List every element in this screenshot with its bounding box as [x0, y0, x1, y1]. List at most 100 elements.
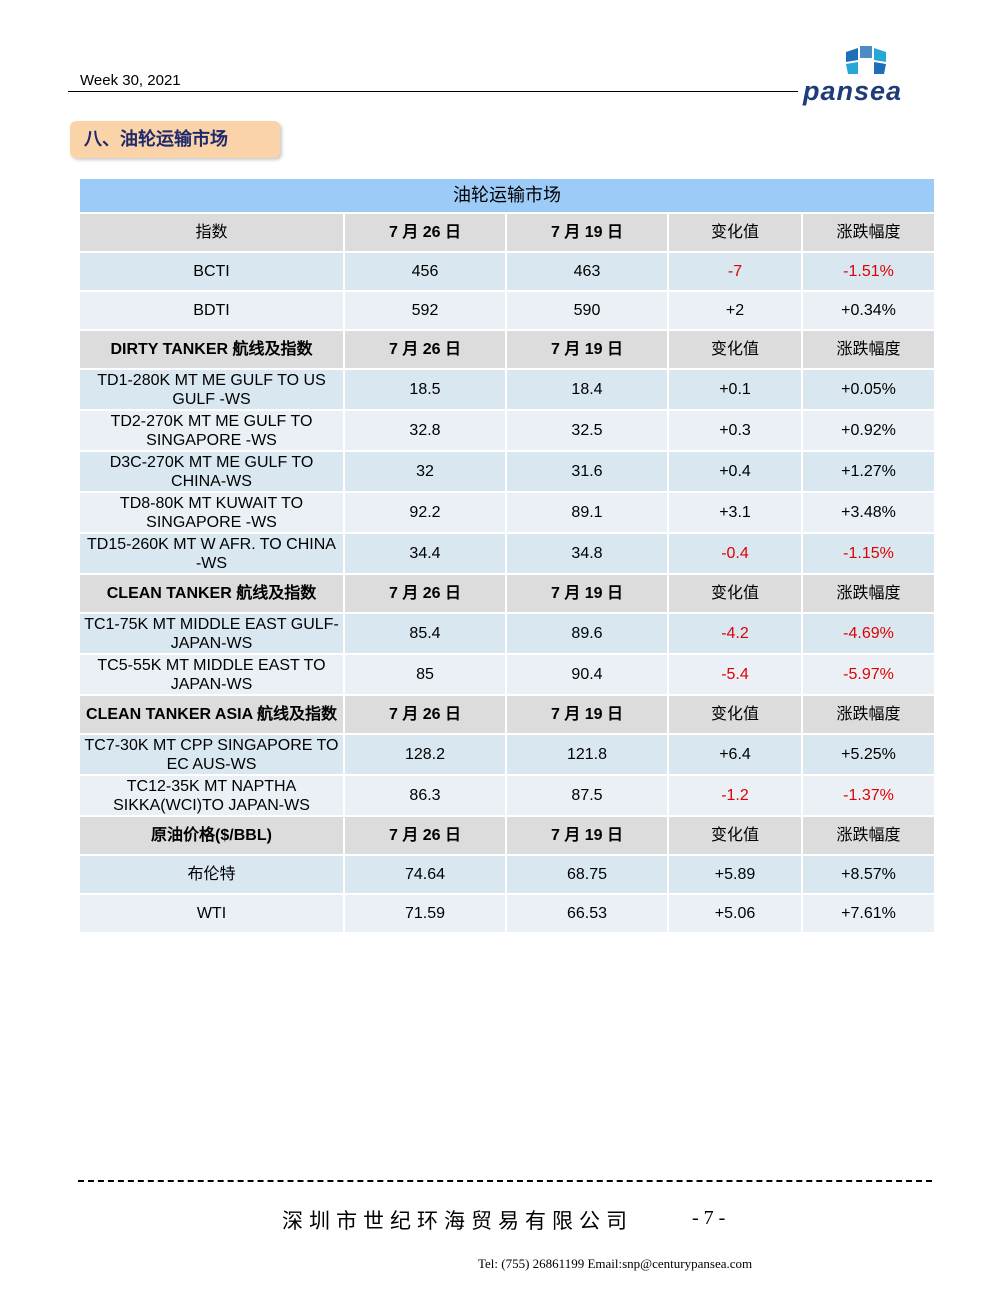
cell: WTI — [78, 893, 345, 934]
title-row: 油轮运输市场 — [77, 177, 937, 214]
cell: +5.25% — [800, 733, 937, 776]
header-cell: 7 月 19 日 — [505, 212, 669, 253]
cell: +3.48% — [800, 491, 937, 534]
cell: 34.8 — [505, 532, 669, 575]
header-cell: 7 月 26 日 — [343, 329, 507, 370]
cell: +5.06 — [667, 893, 803, 934]
cell: +0.3 — [667, 409, 803, 452]
cell: 18.5 — [343, 368, 507, 411]
header-cell: CLEAN TANKER 航线及指数 — [78, 573, 345, 614]
cell: 90.4 — [505, 653, 669, 696]
cell: 86.3 — [343, 774, 507, 817]
data-row: 布伦特 74.64 68.75 +5.89 +8.57% — [78, 854, 937, 895]
cell: +0.05% — [800, 368, 937, 411]
cell: +3.1 — [667, 491, 803, 534]
cell: 85.4 — [343, 612, 507, 655]
logo-icon — [846, 46, 886, 74]
header-cell: 变化值 — [667, 573, 803, 614]
cell: 68.75 — [505, 854, 669, 895]
header-cell: 涨跌幅度 — [800, 815, 937, 856]
header-cell: 变化值 — [667, 694, 803, 735]
data-row: WTI 71.59 66.53 +5.06 +7.61% — [78, 893, 937, 934]
cell: +7.61% — [800, 893, 937, 934]
header-cell: 7 月 26 日 — [343, 815, 507, 856]
cell: 布伦特 — [78, 854, 345, 895]
cell: 89.1 — [505, 491, 669, 534]
cell: 121.8 — [505, 733, 669, 776]
cell: 34.4 — [343, 532, 507, 575]
cell: -0.4 — [667, 532, 803, 575]
header-cell: 7 月 19 日 — [505, 815, 669, 856]
cell: TC5-55K MT MIDDLE EAST TO JAPAN-WS — [78, 653, 345, 696]
cell: TC7-30K MT CPP SINGAPORE TO EC AUS-WS — [78, 733, 345, 776]
cell: 592 — [343, 290, 507, 331]
header-cell: 涨跌幅度 — [800, 329, 937, 370]
header-cell: 7 月 26 日 — [343, 573, 507, 614]
cell: 32.5 — [505, 409, 669, 452]
header-cell: 涨跌幅度 — [800, 694, 937, 735]
header-cell: 原油价格($/BBL) — [78, 815, 345, 856]
cell: TD1-280K MT ME GULF TO US GULF -WS — [78, 368, 345, 411]
cell: TD2-270K MT ME GULF TO SINGAPORE -WS — [78, 409, 345, 452]
header-cell: 7 月 19 日 — [505, 329, 669, 370]
cell: -5.97% — [800, 653, 937, 696]
cell: -1.2 — [667, 774, 803, 817]
data-row: TC12-35K MT NAPTHA SIKKA(WCI)TO JAPAN-WS… — [78, 774, 937, 817]
cell: 463 — [505, 251, 669, 292]
data-row: BDTI 592 590 +2 +0.34% — [78, 290, 937, 331]
header-cell: DIRTY TANKER 航线及指数 — [78, 329, 345, 370]
cell: -4.2 — [667, 612, 803, 655]
cell: -1.51% — [800, 251, 937, 292]
cell: TC12-35K MT NAPTHA SIKKA(WCI)TO JAPAN-WS — [78, 774, 345, 817]
cell: TC1-75K MT MIDDLE EAST GULF-JAPAN-WS — [78, 612, 345, 655]
header-cell: 7 月 26 日 — [343, 694, 507, 735]
cell: BDTI — [78, 290, 345, 331]
cell: D3C-270K MT ME GULF TO CHINA-WS — [78, 450, 345, 493]
cell: 89.6 — [505, 612, 669, 655]
week-label: Week 30, 2021 — [80, 72, 181, 89]
data-row: TC7-30K MT CPP SINGAPORE TO EC AUS-WS 128… — [78, 733, 937, 776]
cell: 18.4 — [505, 368, 669, 411]
data-row: D3C-270K MT ME GULF TO CHINA-WS 32 31.6 +0.… — [78, 450, 937, 493]
cell: 71.59 — [343, 893, 507, 934]
cell: +1.27% — [800, 450, 937, 493]
cell: 32 — [343, 450, 507, 493]
header-cell: 7 月 19 日 — [505, 694, 669, 735]
cell: +0.4 — [667, 450, 803, 493]
cell: +0.34% — [800, 290, 937, 331]
header-rule — [68, 91, 798, 92]
cell: -4.69% — [800, 612, 937, 655]
cell: 31.6 — [505, 450, 669, 493]
cell: +2 — [667, 290, 803, 331]
cell: -1.37% — [800, 774, 937, 817]
cell: 456 — [343, 251, 507, 292]
cell: BCTI — [78, 251, 345, 292]
header-cell: 7 月 26 日 — [343, 212, 507, 253]
header-cell: 变化值 — [667, 212, 803, 253]
company-name: 深圳市世纪环海贸易有限公司 — [282, 1209, 633, 1233]
logo-text: pansea — [803, 76, 903, 106]
header-cell: 涨跌幅度 — [800, 212, 937, 253]
cell: -7 — [667, 251, 803, 292]
contact-info: Tel: (755) 26861199 Email:snp@centurypan… — [478, 1256, 753, 1271]
header-cell: 涨跌幅度 — [800, 573, 937, 614]
data-row: TD1-280K MT ME GULF TO US GULF -WS 18.5 18… — [78, 368, 937, 411]
page-number: - 7 - — [692, 1207, 726, 1229]
cell: -5.4 — [667, 653, 803, 696]
header-cell: 变化值 — [667, 329, 803, 370]
cell: +6.4 — [667, 733, 803, 776]
cell: 85 — [343, 653, 507, 696]
header-cell: 7 月 19 日 — [505, 573, 669, 614]
cell: TD8-80K MT KUWAIT TO SINGAPORE -WS — [78, 491, 345, 534]
cell: +8.57% — [800, 854, 937, 895]
data-row: TD2-270K MT ME GULF TO SINGAPORE -WS 32.8… — [78, 409, 937, 452]
cell: 92.2 — [343, 491, 507, 534]
